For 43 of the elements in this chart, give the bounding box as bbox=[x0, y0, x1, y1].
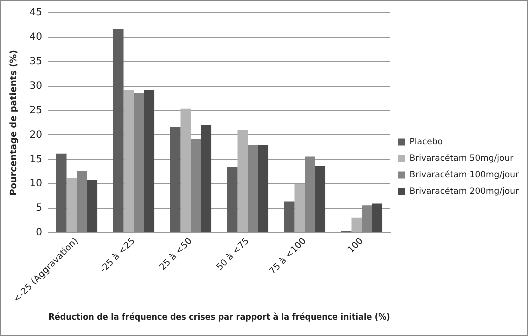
bar bbox=[134, 93, 144, 233]
y-tick-label: 5 bbox=[36, 203, 43, 214]
bar bbox=[352, 218, 362, 233]
y-tick-label: 30 bbox=[30, 80, 43, 92]
bar bbox=[238, 130, 248, 233]
y-tick-label: 25 bbox=[30, 105, 43, 116]
bar bbox=[294, 184, 306, 233]
bar bbox=[114, 29, 124, 233]
bar bbox=[191, 139, 202, 233]
bar bbox=[170, 127, 181, 233]
y-tick-label: 40 bbox=[30, 32, 43, 44]
y-axis-title: Pourcentage de patients (%) bbox=[10, 50, 20, 196]
bar bbox=[87, 180, 98, 233]
bar bbox=[362, 206, 372, 233]
y-tick-label: 0 bbox=[36, 228, 43, 239]
bar bbox=[201, 125, 212, 233]
bar bbox=[315, 166, 326, 233]
bar bbox=[144, 90, 155, 233]
x-tick-label: 25 à <50 bbox=[158, 236, 195, 274]
bar bbox=[372, 204, 383, 233]
bar bbox=[305, 156, 316, 233]
bar bbox=[227, 168, 238, 233]
y-tick-label: 45 bbox=[30, 8, 43, 19]
x-tick-label: 50 à <75 bbox=[214, 236, 252, 274]
x-axis-title: Réduction de la fréquence des crises par rapport à la fréquence initiale (%) bbox=[48, 312, 390, 324]
bar bbox=[180, 108, 192, 233]
legend-label: Placebo bbox=[410, 137, 443, 148]
y-tick-label: 10 bbox=[30, 178, 43, 190]
legend-label: Brivaracétam 200mg/jour bbox=[410, 186, 520, 197]
y-tick-label: 15 bbox=[30, 154, 43, 166]
x-tick-label: 100 bbox=[346, 236, 366, 256]
legend-label: Brivaracétam 50mg/jour bbox=[410, 154, 514, 164]
bar bbox=[124, 90, 134, 233]
y-tick-label: 35 bbox=[30, 56, 43, 68]
bar bbox=[258, 145, 269, 233]
legend-label: Brivaracétam 100mg/jour bbox=[410, 170, 520, 180]
y-tick-label: 20 bbox=[30, 130, 43, 141]
bar bbox=[66, 178, 78, 233]
bar bbox=[284, 202, 295, 233]
bar bbox=[56, 154, 67, 233]
x-tick-label: -25 à <25 bbox=[98, 236, 138, 276]
bar bbox=[248, 145, 258, 233]
bar bbox=[77, 171, 88, 233]
